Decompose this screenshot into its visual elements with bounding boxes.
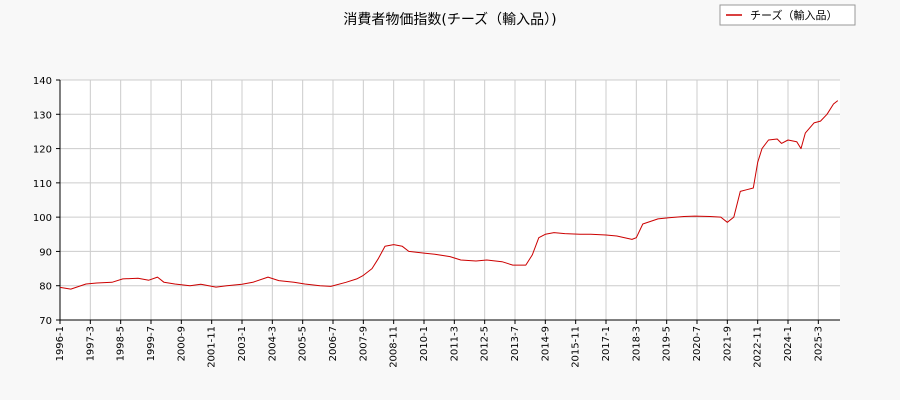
chart-title: 消費者物価指数(チーズ（輸入品）) <box>343 12 556 28</box>
x-tick-label: 2012-5 <box>480 326 491 361</box>
y-ticks: 70 80 90 100 110 120 130 140 <box>33 76 60 327</box>
x-tick-label: 2024-1 <box>783 326 794 361</box>
x-ticks: 1996-1 1997-3 1998-5 1999-7 2000-9 2001-11 200… <box>55 320 824 368</box>
y-tick-label: 100 <box>33 213 52 224</box>
x-tick-label: 2025-3 <box>813 326 824 361</box>
legend-label: チーズ（輸入品） <box>750 8 837 22</box>
x-tick-label: 2010-1 <box>419 326 430 361</box>
y-tick-label: 80 <box>39 282 52 293</box>
x-tick-label: 2001-11 <box>207 326 218 368</box>
x-tick-label: 2000-9 <box>176 326 187 361</box>
y-tick-label: 130 <box>33 110 52 121</box>
x-tick-label: 2018-3 <box>631 326 642 361</box>
series-layer <box>59 100 839 290</box>
x-tick-label: 2004-3 <box>267 326 278 361</box>
y-tick-label: 110 <box>33 179 52 190</box>
x-tick-label: 2014-9 <box>540 326 551 361</box>
x-tick-label: 2011-3 <box>449 326 460 361</box>
x-tick-label: 1998-5 <box>116 326 127 361</box>
x-tick-label: 2007-9 <box>358 326 369 361</box>
x-tick-label: 2017-1 <box>601 326 612 361</box>
x-tick-label: 2020-7 <box>692 326 703 361</box>
legend: チーズ（輸入品） <box>719 4 856 26</box>
x-tick-label: 2015-11 <box>571 326 582 368</box>
x-tick-label: 2003-1 <box>237 326 248 361</box>
x-tick-label: 1997-3 <box>85 326 96 361</box>
x-tick-label: 2019-5 <box>662 326 673 361</box>
x-tick-label: 2005-5 <box>298 326 309 361</box>
x-tick-label: 2021-9 <box>722 326 733 361</box>
x-tick-label: 2013-7 <box>510 326 521 361</box>
x-tick-label: 1999-7 <box>146 326 157 361</box>
legend-box <box>719 4 856 26</box>
axes <box>59 80 840 321</box>
x-tick-label: 2006-7 <box>328 326 339 361</box>
series-line-0 <box>59 100 839 290</box>
x-tick-label: 2022-11 <box>753 326 764 368</box>
plot-area <box>60 80 840 320</box>
y-tick-label: 70 <box>39 316 52 327</box>
x-tick-label: 1996-1 <box>55 326 66 361</box>
y-tick-label: 120 <box>33 145 52 156</box>
x-tick-label: 2008-11 <box>389 326 400 368</box>
y-tick-label: 140 <box>33 76 52 87</box>
grid-lines <box>59 79 840 321</box>
y-tick-label: 90 <box>39 247 52 258</box>
